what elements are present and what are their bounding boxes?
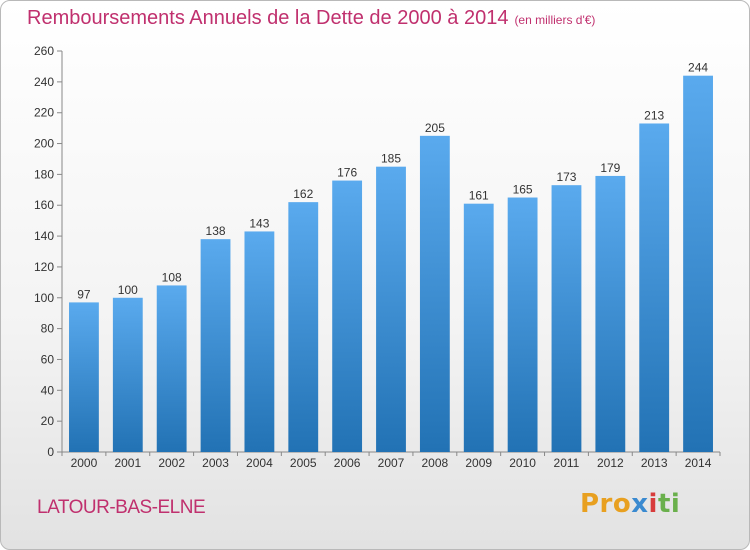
x-tick-label-2007: 2007 — [378, 456, 405, 470]
bar-2005 — [288, 202, 319, 452]
y-tick-label: 0 — [47, 445, 54, 459]
x-tick-label-2012: 2012 — [597, 456, 624, 470]
bar-2004 — [244, 231, 275, 452]
y-tick-label: 240 — [34, 75, 54, 89]
x-tick-label-2004: 2004 — [246, 456, 273, 470]
data-label-2008: 205 — [425, 121, 445, 135]
data-labels-group: 97 100 108 138 143 162 176 185 205 161 165 173 179 21… — [77, 61, 708, 302]
data-label-2006: 176 — [337, 166, 357, 180]
bar-2011 — [551, 185, 582, 452]
x-tick-label-2006: 2006 — [334, 456, 361, 470]
bar-2014 — [683, 75, 713, 452]
logo-part-3: i — [648, 489, 658, 519]
bar-2008 — [419, 135, 450, 453]
bar-2010 — [507, 197, 538, 452]
x-tick-label-2002: 2002 — [158, 456, 185, 470]
y-tick-label: 140 — [34, 229, 54, 243]
y-tick-label: 160 — [34, 198, 54, 212]
y-tick-label: 80 — [41, 322, 55, 336]
bars-group — [69, 75, 713, 453]
data-label-2004: 143 — [249, 216, 269, 230]
data-label-2009: 161 — [469, 189, 489, 203]
x-tick-label-2001: 2001 — [114, 456, 141, 470]
bar-2006 — [332, 180, 363, 453]
logo-part-2: x — [631, 489, 649, 519]
x-tick-label-2014: 2014 — [685, 456, 712, 470]
x-tick-label-2009: 2009 — [465, 456, 492, 470]
bar-2009 — [463, 203, 494, 452]
x-tick-label-2008: 2008 — [422, 456, 449, 470]
data-label-2005: 162 — [293, 187, 313, 201]
chart-title: Remboursements Annuels de la Dette de 20… — [27, 7, 595, 30]
y-tick-label: 100 — [34, 291, 54, 305]
data-label-2014: 244 — [688, 61, 708, 75]
y-tick-label: 60 — [41, 352, 55, 366]
data-label-2003: 138 — [206, 224, 226, 238]
data-label-2013: 213 — [644, 108, 664, 122]
x-tick-label-2011: 2011 — [554, 456, 580, 470]
bar-2013 — [639, 123, 670, 452]
y-axis: 0 20 40 60 80 100 120 140 160 180 200 220 240 260 — [34, 44, 63, 459]
bar-2002 — [156, 285, 187, 452]
data-label-2002: 108 — [162, 270, 182, 284]
data-label-2000: 97 — [77, 287, 91, 301]
title-text: Remboursements Annuels de la Dette de 20… — [27, 7, 509, 29]
x-tick-label-2013: 2013 — [641, 456, 668, 470]
commune-name: LATOUR-BAS-ELNE — [37, 497, 206, 518]
y-tick-label: 40 — [41, 383, 55, 397]
x-axis: 2000 2001 2002 2003 2004 2005 2006 2007 2008 2009… — [61, 451, 721, 470]
bar-2000 — [69, 302, 99, 452]
x-tick-label-2010: 2010 — [509, 456, 536, 470]
unit-text: (en milliers d'€) — [514, 13, 596, 27]
data-label-2010: 165 — [513, 183, 533, 197]
data-label-2011: 173 — [556, 170, 576, 184]
y-tick-label: 20 — [41, 414, 55, 428]
y-tick-label: 120 — [34, 260, 54, 274]
y-tick-label: 180 — [34, 167, 54, 181]
logo-part-4: ti — [657, 489, 681, 519]
y-tick-label: 220 — [34, 106, 54, 120]
x-tick-label-2005: 2005 — [290, 456, 317, 470]
data-label-2007: 185 — [381, 152, 401, 166]
data-label-2001: 100 — [118, 283, 138, 297]
bar-2007 — [376, 166, 406, 452]
x-tick-label-2000: 2000 — [71, 456, 98, 470]
y-tick-label: 260 — [34, 44, 54, 58]
y-tick-label: 200 — [34, 137, 54, 151]
proxiti-logo[interactable]: Proxiti — [580, 489, 680, 519]
x-tick-label-2003: 2003 — [202, 456, 229, 470]
data-label-2012: 179 — [600, 161, 620, 175]
bar-2001 — [112, 297, 143, 452]
bar-2003 — [200, 239, 231, 452]
bar-2012 — [595, 175, 626, 452]
logo-part-1: Pro — [580, 489, 632, 519]
